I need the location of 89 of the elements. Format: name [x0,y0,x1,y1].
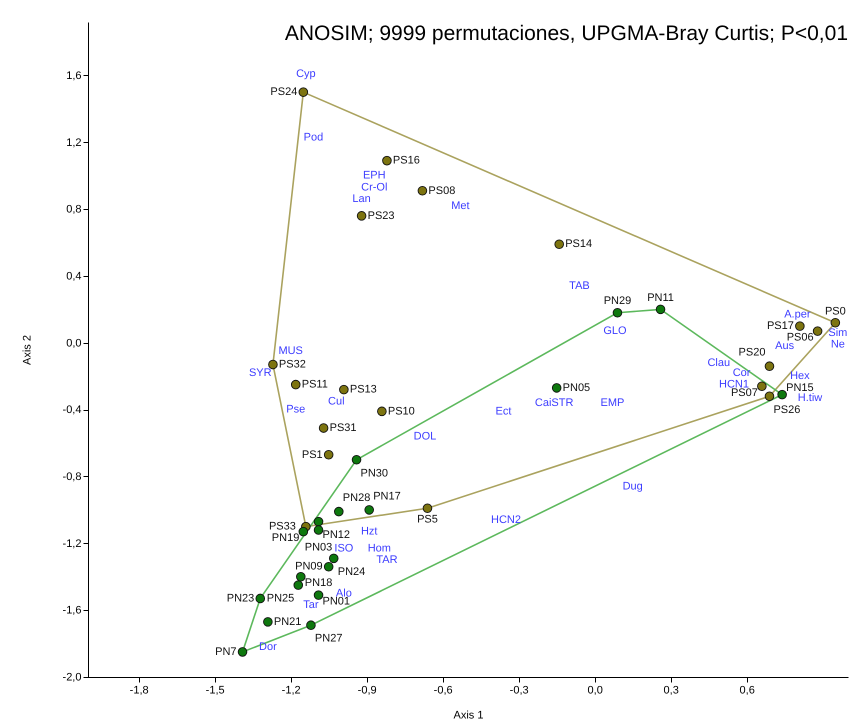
annotation: Hzt [360,526,378,538]
y-tick-label: -0,8 [62,470,82,483]
annotation: Pod [304,131,324,144]
y-tick-label: 0,4 [66,270,82,282]
annotation: EPH [362,170,386,182]
data-label: PN17 [373,490,401,502]
data-label: PN12 [322,529,350,542]
annotation: Dug [622,480,643,493]
x-tick-label: 0,6 [740,684,755,696]
annotation: TAB [569,280,590,292]
x-tick-label: -0,6 [434,684,453,696]
data-label: PN09 [295,560,323,573]
data-label: PN03 [304,541,332,554]
annotation: GLO [603,325,627,338]
annotation: Tar [303,599,319,612]
annotation: A.per [784,308,811,320]
data-label: PS26 [773,404,800,416]
annotation: MUS [278,345,303,358]
data-label: PS14 [565,238,592,250]
data-label: PS32 [278,358,306,371]
annotation: Ect [496,405,512,418]
y-axis-title: Axis 2 [22,335,34,365]
annotation: Hex [790,370,810,382]
annotation: Pse [286,404,306,416]
data-label: PS20 [738,346,766,359]
y-tick-label: 0,0 [66,337,82,350]
annotation: Ne [830,338,845,350]
data-label: PN7 [215,646,237,658]
annotation: Cor [732,366,751,379]
y-tick-label: -2,0 [62,672,82,684]
annotation: H.tiw [798,392,822,404]
data-label: PS24 [270,86,298,98]
x-tick-label: -0,9 [358,684,377,696]
x-axis-title: Axis 1 [454,710,484,722]
y-tick-label: -1,2 [62,538,82,550]
data-label: PN21 [274,616,302,628]
data-label: PN23 [226,592,254,604]
annotation: Cyp [296,68,316,80]
data-label: PS10 [388,405,415,418]
data-label: PS5 [417,514,438,526]
y-tick-label: 0,8 [66,204,82,216]
y-tick-label: 1,6 [66,70,82,82]
annotation: EMP [600,396,624,409]
data-label: PS1 [302,448,323,461]
data-label: PN18 [304,577,332,590]
data-label: PS33 [268,520,296,533]
data-label: PS11 [302,378,328,391]
annotation: Met [451,200,470,212]
data-label: PN30 [360,467,388,480]
x-tick-label: 0,0 [588,684,603,696]
x-tick-label: -0,3 [510,684,529,696]
data-label: PN05 [562,382,590,394]
annotation: ISO [334,542,354,554]
annotation: HCN2 [491,514,521,526]
x-tick-label: -1,5 [206,684,225,696]
annotation: SYR [248,366,272,379]
x-tick-label: -1,8 [130,684,149,696]
data-label: PN11 [647,292,674,304]
data-label: PS31 [330,422,357,434]
annotation: Cr-Ol [361,181,388,194]
data-label: PN25 [266,592,294,605]
data-label: PN27 [314,632,342,645]
data-label: PS23 [368,210,395,222]
data-label: PS17 [766,320,794,332]
data-label: PN28 [342,492,370,504]
annotation: CaiSTR [534,396,574,409]
x-tick-label: 0,3 [664,684,679,696]
y-tick-label: -0,4 [62,404,82,416]
chart-title: ANOSIM; 9999 permutaciones, UPGMA-Bray Curtis; P<0,01 [284,22,848,45]
annotation: Sim [828,326,848,339]
data-label: PN29 [604,295,632,308]
annotation: Cul [328,395,345,408]
annotation: TAR [376,554,398,566]
data-label: PS08 [428,184,456,197]
y-tick-label: -1,6 [62,604,82,617]
data-label: PS0 [824,305,846,318]
data-label: PS13 [350,384,377,396]
data-label: PS16 [392,154,420,167]
data-label: PN15 [786,382,814,394]
annotation: Clau [707,356,730,369]
data-label: PN01 [322,596,350,608]
data-label: PN24 [338,566,366,578]
annotation: Lan [352,193,371,206]
x-tick-label: -1,2 [282,684,301,696]
y-tick-label: 1,2 [66,136,82,149]
annotation: Dor [259,640,278,653]
annotation: Hom [368,542,391,554]
annotation: DOL [414,430,436,442]
data-label: PN19 [272,532,300,544]
